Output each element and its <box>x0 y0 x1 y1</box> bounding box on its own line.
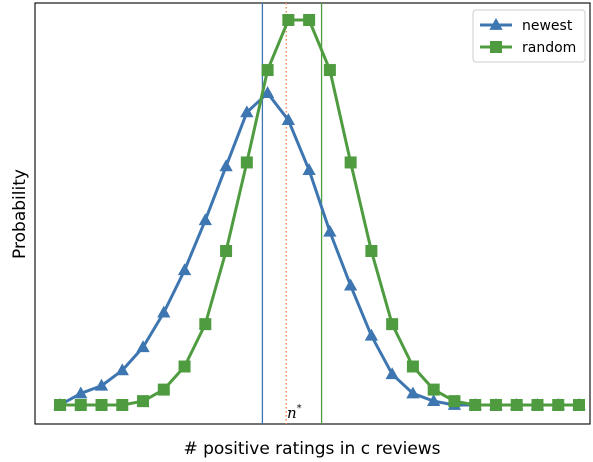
data-point-newest <box>364 328 379 341</box>
data-point-random <box>137 395 150 408</box>
legend-label-newest: newest <box>522 18 573 34</box>
data-point-newest <box>406 386 420 399</box>
x-axis-label: # positive ratings in c reviews <box>183 439 440 459</box>
data-point-random <box>74 399 87 411</box>
legend-marker-random <box>490 41 502 53</box>
data-point-random <box>552 399 565 411</box>
data-point-random <box>282 14 295 26</box>
series-line-random <box>60 18 579 407</box>
n-star-base: n <box>287 404 297 422</box>
data-point-newest <box>385 367 399 380</box>
data-point-random <box>531 399 544 411</box>
data-point-random <box>344 156 357 169</box>
series-line-newest <box>59 91 579 407</box>
data-point-random <box>573 399 585 411</box>
data-point-random <box>157 383 170 396</box>
data-point-random <box>489 399 502 411</box>
data-point-random <box>510 399 523 411</box>
data-point-newest <box>302 163 316 176</box>
data-point-random <box>240 156 253 169</box>
data-point-random <box>303 14 316 26</box>
data-point-random <box>365 245 378 257</box>
data-point-newest <box>281 113 296 125</box>
data-point-random <box>54 399 66 411</box>
legend-item-newest: newest <box>480 18 573 34</box>
data-point-newest <box>177 263 192 276</box>
data-point-random <box>199 318 212 331</box>
legend-label-random: random <box>522 40 576 56</box>
series-newest <box>53 86 586 410</box>
data-point-newest <box>240 105 254 118</box>
legend-items: newest random <box>480 18 576 56</box>
data-point-newest <box>323 224 337 237</box>
legend-item-random: random <box>480 40 576 56</box>
data-point-random <box>261 64 274 77</box>
data-point-random <box>95 399 108 411</box>
data-point-random <box>323 64 336 77</box>
data-point-newest <box>157 305 171 318</box>
data-point-random <box>469 399 482 411</box>
data-point-newest <box>136 340 150 353</box>
data-point-random <box>427 383 440 396</box>
series-layer <box>53 14 586 411</box>
data-point-newest <box>115 363 129 376</box>
series-random <box>54 14 585 411</box>
data-point-random <box>220 245 233 257</box>
y-axis-label: Probability <box>10 169 30 259</box>
data-point-newest <box>219 159 233 172</box>
data-point-newest <box>343 278 358 291</box>
data-point-random <box>178 360 191 373</box>
legend-marker-newest <box>489 18 503 30</box>
data-point-newest <box>94 378 109 391</box>
data-point-random <box>116 399 129 411</box>
data-point-newest <box>198 213 212 226</box>
data-point-random <box>406 360 419 373</box>
data-point-newest <box>260 86 275 99</box>
n-star-superscript: * <box>297 403 302 414</box>
data-point-newest <box>427 394 441 407</box>
n-star-annotation: n* <box>287 403 302 422</box>
plot-area-frame <box>34 2 591 425</box>
data-point-newest <box>74 386 88 399</box>
data-point-random <box>386 318 399 331</box>
legend: newest random <box>472 9 586 63</box>
data-point-random <box>448 395 461 408</box>
